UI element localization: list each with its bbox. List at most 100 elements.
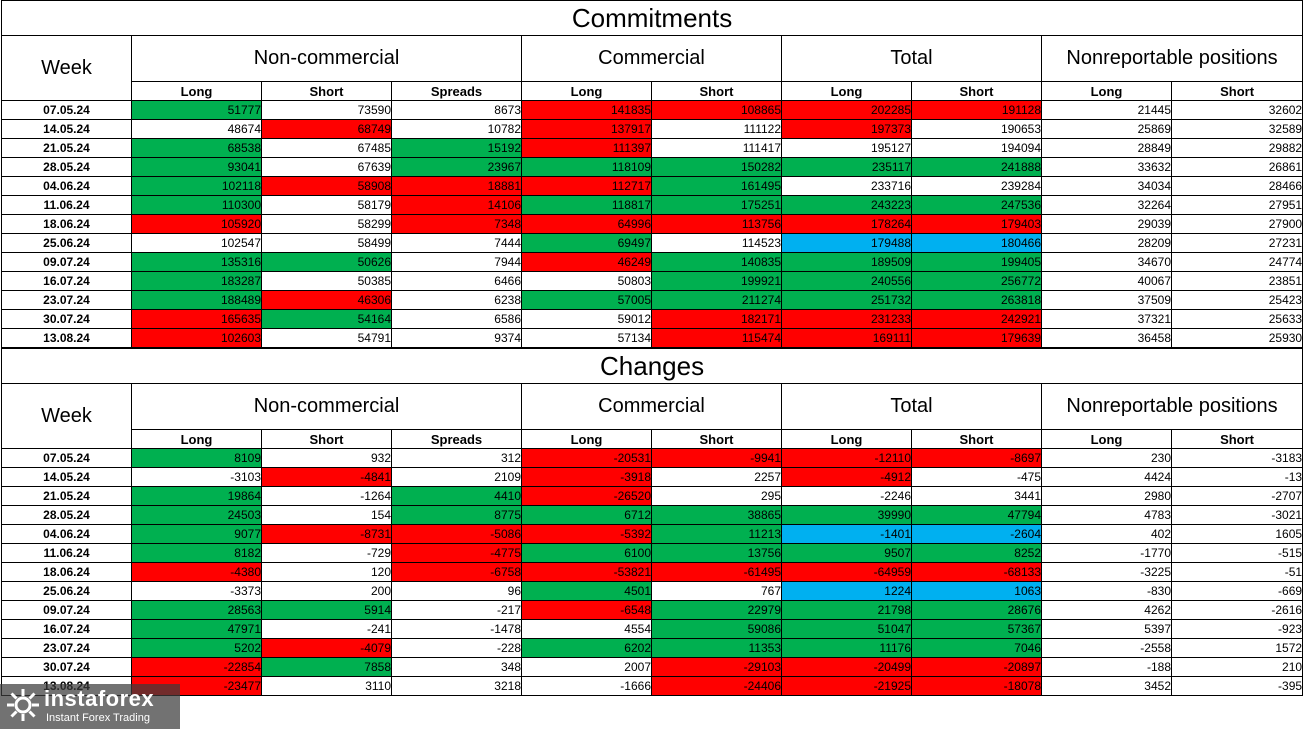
value-cell: -4380 [131,562,262,582]
value-cell: 57005 [521,290,652,310]
value-cell: 348 [391,657,522,677]
value-cell: 202285 [781,100,912,120]
table-row: 16.07.24 47971 -241 -1478 4554 59086 51047 5736… [1,619,1303,639]
value-cell: 111397 [521,138,652,158]
value-cell: 111417 [651,138,782,158]
instaforex-watermark: instaforex Instant Forex Trading [0,684,180,729]
value-cell: -669 [1170,581,1303,601]
value-cell: -8697 [911,448,1042,468]
group-header: Commercial [521,383,782,430]
value-cell: 1605 [1170,524,1303,544]
table-row: 28.05.24 24503 154 8775 6712 38865 39990 47794 4… [1,505,1303,525]
value-cell: -5392 [521,524,652,544]
value-cell: 28563 [131,600,262,620]
value-cell: 68538 [131,138,262,158]
value-cell: -3373 [131,581,262,601]
value-cell: 8775 [391,505,522,525]
value-cell: 37321 [1041,309,1172,329]
value-cell: -475 [911,467,1042,487]
group-header: Nonreportable positions [1040,35,1303,82]
section-title: Commitments [0,0,1303,36]
table-row: 18.06.24 105920 58299 7348 64996 113756 178264… [1,214,1303,234]
value-cell: 6100 [521,543,652,563]
value-cell: 57367 [911,619,1042,639]
value-cell: -6548 [521,600,652,620]
value-cell: -4079 [261,638,392,658]
value-cell: 50385 [261,271,392,291]
value-cell: 295 [651,486,782,506]
group-header: Non-commercial [131,383,522,430]
value-cell: 3452 [1041,676,1172,696]
value-cell: 189509 [781,252,912,272]
value-cell: 239284 [911,176,1042,196]
week-cell: 25.06.24 [1,233,132,253]
value-cell: 50626 [261,252,392,272]
value-cell: 51777 [131,100,262,120]
value-cell: 67639 [261,157,392,177]
value-cell: 6238 [391,290,522,310]
value-cell: -8731 [261,524,392,544]
value-cell: 312 [391,448,522,468]
value-cell: 38865 [651,505,782,525]
value-cell: -241 [261,619,392,639]
value-cell: 199405 [911,252,1042,272]
value-cell: 183287 [131,271,262,291]
week-cell: 11.06.24 [1,195,132,215]
value-cell: 28466 [1170,176,1303,196]
report-tables: Commitments Week Non-commercial Commercial T… [0,0,1303,696]
value-cell: 64996 [521,214,652,234]
value-cell: 22979 [651,600,782,620]
week-cell: 18.06.24 [1,214,132,234]
group-header: Commercial [521,35,782,82]
watermark-brand: instaforex [44,686,155,711]
value-cell: 11213 [651,524,782,544]
value-cell: -2246 [781,486,912,506]
week-cell: 14.05.24 [1,119,132,139]
value-cell: -51 [1170,562,1303,582]
value-cell: 6466 [391,271,522,291]
column-header: Short [651,81,782,101]
value-cell: 27951 [1170,195,1303,215]
value-cell: 108865 [651,100,782,120]
week-cell: 07.05.24 [1,448,132,468]
section-title: Changes [0,348,1303,384]
value-cell: 68749 [261,119,392,139]
value-cell: 102547 [131,233,262,253]
value-cell: 118109 [521,157,652,177]
week-cell: 09.07.24 [1,600,132,620]
value-cell: 115474 [651,328,782,348]
value-cell: -9941 [651,448,782,468]
value-cell: -64959 [781,562,912,582]
value-cell: 3218 [391,676,522,696]
value-cell: 58179 [261,195,392,215]
value-cell: 73590 [261,100,392,120]
value-cell: 102118 [131,176,262,196]
value-cell: -3183 [1170,448,1303,468]
value-cell: -29103 [651,657,782,677]
value-cell: 46249 [521,252,652,272]
value-cell: 25869 [1041,119,1172,139]
value-cell: -3918 [521,467,652,487]
column-header: Short [1170,81,1303,101]
value-cell: 23851 [1170,271,1303,291]
value-cell: 179639 [911,328,1042,348]
column-header: Long [131,81,262,101]
value-cell: 110300 [131,195,262,215]
value-cell: -18078 [911,676,1042,696]
value-cell: 39990 [781,505,912,525]
table-row: 14.05.24 -3103 -4841 2109 -3918 2257 -4912 -475… [1,467,1303,487]
table-row: 04.06.24 9077 -8731 -5086 -5392 11213 -1401 -26… [1,524,1303,544]
week-cell: 04.06.24 [1,176,132,196]
value-cell: 24774 [1170,252,1303,272]
value-cell: 240556 [781,271,912,291]
column-header: Long [521,429,652,449]
value-cell: -729 [261,543,392,563]
value-cell: -22854 [131,657,262,677]
value-cell: 135316 [131,252,262,272]
week-cell: 23.07.24 [1,290,132,310]
week-cell: 25.06.24 [1,581,132,601]
value-cell: -24406 [651,676,782,696]
value-cell: 179488 [781,233,912,253]
value-cell: 37509 [1041,290,1172,310]
group-header: Nonreportable positions [1040,383,1303,430]
